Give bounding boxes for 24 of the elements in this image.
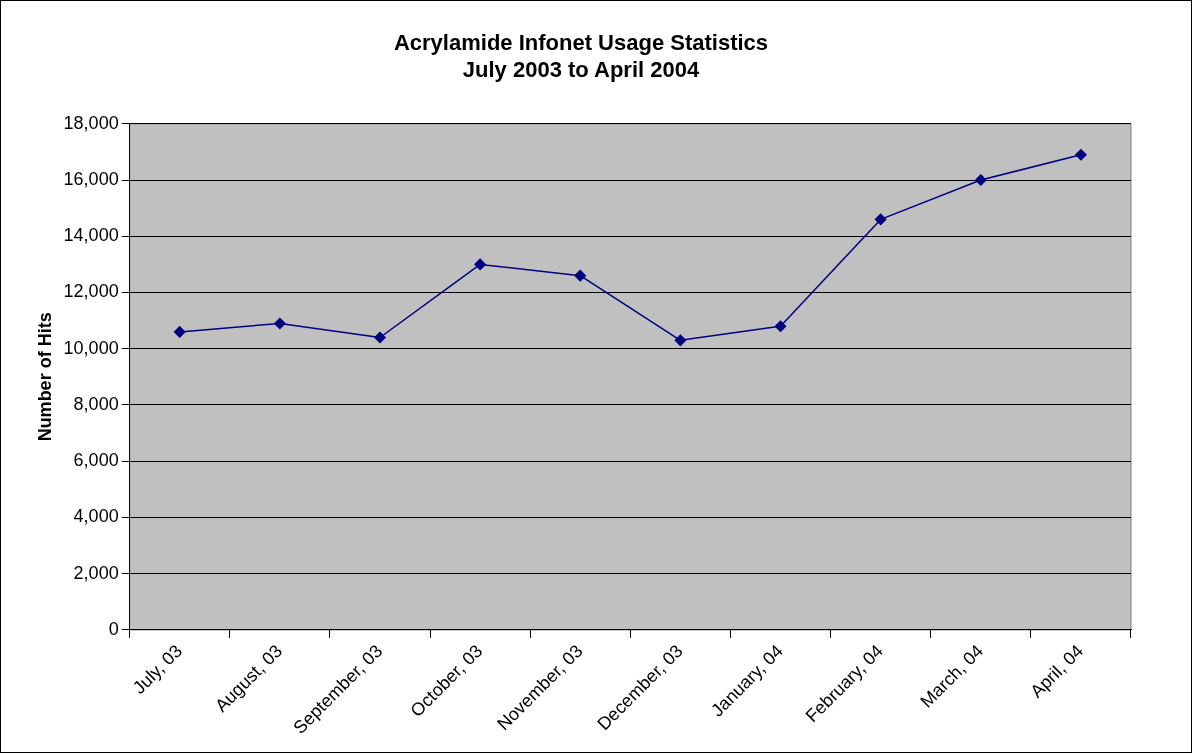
y-tick-label: 10,000: [63, 337, 119, 358]
y-tick-label: 0: [108, 618, 119, 639]
y-axis-title: Number of Hits: [34, 312, 55, 442]
point: [474, 258, 486, 271]
point: [274, 317, 286, 330]
y-tick-label: 4,000: [73, 506, 119, 527]
point: [1075, 148, 1087, 161]
y-tick-label: 18,000: [63, 112, 119, 133]
point: [173, 326, 186, 338]
text: July 2003 to April 2004: [462, 56, 700, 82]
y-tick-label: 2,000: [73, 562, 119, 583]
point: [975, 174, 987, 186]
point: [874, 213, 887, 226]
y-tick-label: 14,000: [63, 225, 119, 246]
y-tick-label: 12,000: [63, 281, 119, 302]
y-tick-label: 16,000: [63, 169, 119, 190]
point: [674, 334, 687, 347]
y-tick-label: 6,000: [73, 450, 119, 471]
point: [374, 331, 386, 344]
x-tick-label: July, 03: [129, 640, 187, 698]
point: [774, 320, 787, 333]
text: Acrylamide Infonet Usage Statistics: [393, 30, 769, 56]
point: [574, 269, 587, 282]
y-tick-label: 8,000: [73, 393, 119, 414]
